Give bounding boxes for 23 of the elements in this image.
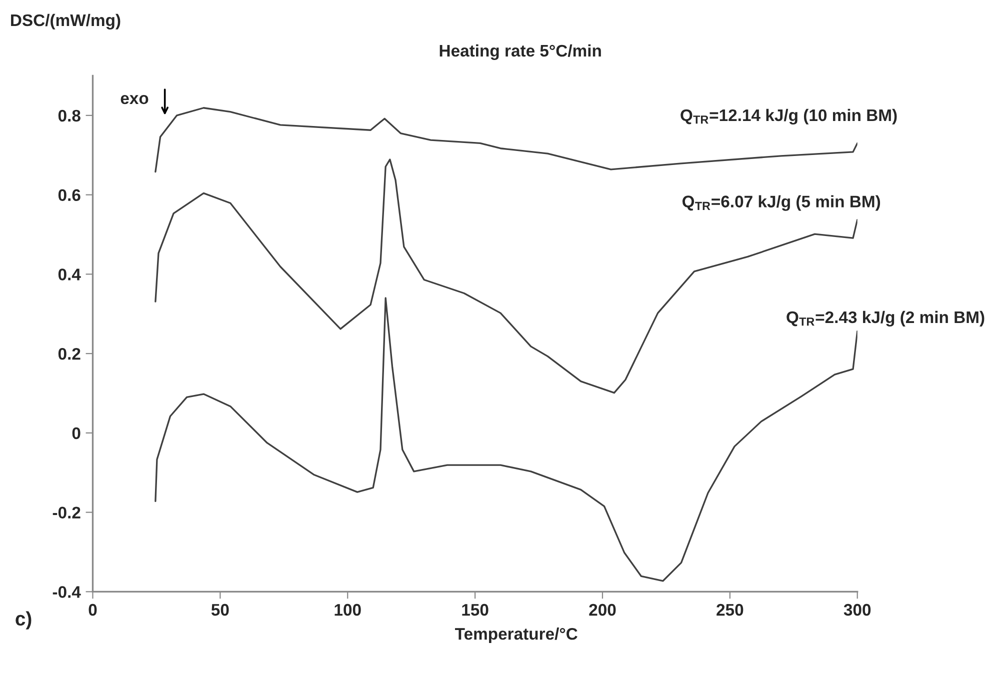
x-tick-label: 0: [88, 604, 97, 616]
y-tick-label: 0.6: [58, 189, 80, 202]
x-tick-label: 300: [844, 604, 871, 616]
line-series: [154, 297, 858, 582]
text: Q$_{TR}$=12.14 kJ/g (10 min BM): [680, 108, 897, 125]
y-tick-label: 0.4: [58, 268, 81, 280]
y-tick-label: 0: [72, 427, 80, 440]
chart-title: Heating rate 5°C/min: [440, 44, 601, 60]
x-axis-title: Temperature/°C: [455, 628, 578, 644]
y-axis-title: DSC/(mW/mg): [11, 14, 120, 30]
y-tick-label: -0.2: [52, 506, 80, 519]
x-tick-label: 100: [334, 604, 361, 616]
x-tick-label: 200: [589, 604, 616, 616]
y-tick-label: -0.4: [52, 586, 81, 598]
annotation: exo: [120, 95, 148, 104]
y-tick-label: 0.2: [58, 348, 80, 360]
x-tick-label: 150: [462, 604, 488, 616]
y-tick-label: 0.8: [58, 110, 80, 122]
series-label: Q$_{TR}$=2.43 kJ/g (2 min BM): [786, 310, 984, 327]
text: c): [16, 611, 32, 630]
x-tick-label: 50: [211, 604, 229, 616]
series-label: Q$_{TR}$=6.07 kJ/g (5 min BM): [682, 195, 880, 211]
x-tick-label: 250: [716, 604, 744, 616]
